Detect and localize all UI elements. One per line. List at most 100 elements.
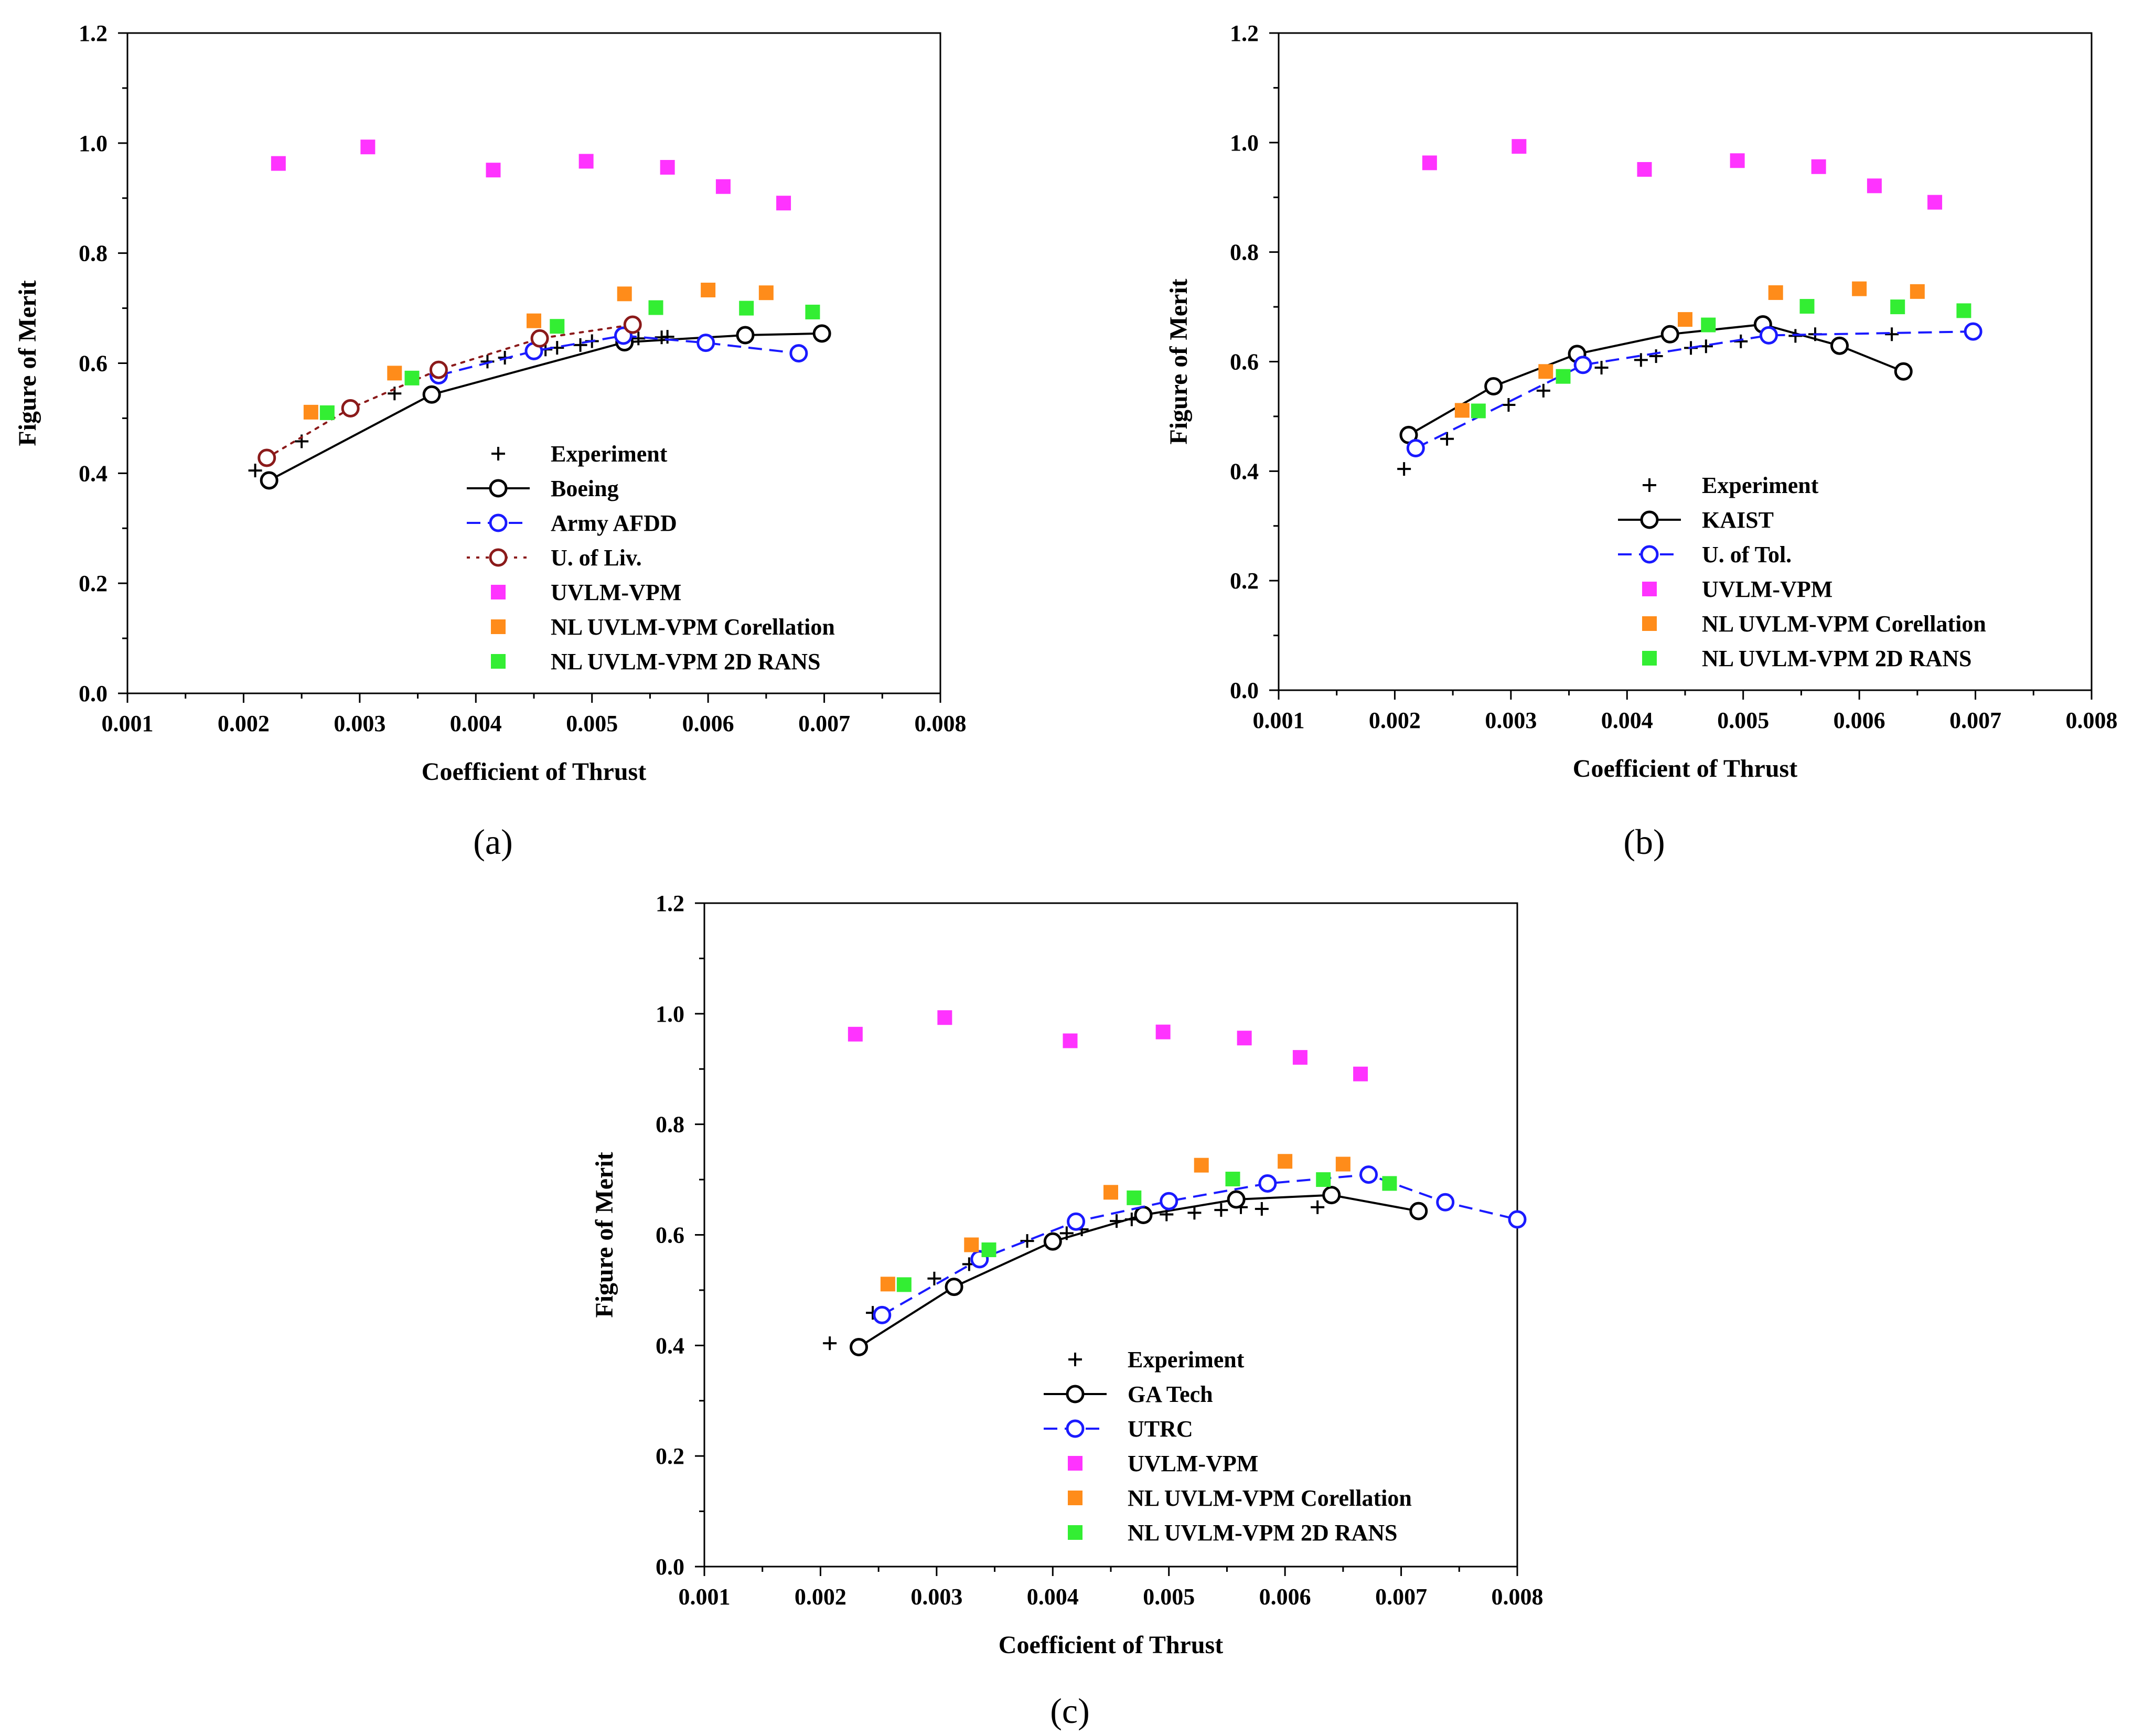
- panel-b-x-axis-title: Coefficient of Thrust: [1573, 755, 1797, 783]
- panel-a-experiment-point: [631, 331, 646, 346]
- panel-c-x-tick-label: 0.004: [1027, 1584, 1079, 1610]
- panel-a-legend-marker: [489, 513, 508, 532]
- panel-b-uvlm-vpm-point: [1730, 153, 1745, 168]
- panel-a-legend-item-uvlm-vpm: UVLM-VPM: [491, 580, 681, 605]
- panel-c-legend-label: UTRC: [1128, 1416, 1193, 1442]
- panel-b-legend-item-experiment: Experiment: [1643, 473, 1819, 498]
- panel-c-ga-tech-point: [1043, 1232, 1062, 1251]
- panel-b-legend-marker: [1642, 582, 1657, 596]
- panel-c-x-tick-label: 0.007: [1375, 1584, 1427, 1610]
- panel-a-experiment-point: [660, 330, 674, 344]
- panel-b-kaist-point: [1660, 325, 1679, 344]
- panel-a-u-of-liv-point: [341, 399, 360, 418]
- panel-a-army-afdd-point: [696, 334, 715, 352]
- panel-c-y-tick-label: 0.8: [656, 1112, 684, 1138]
- panel-a-legend: Experiment Boeing Army AFDD U. of Liv. UVLM-…: [467, 441, 835, 674]
- panel-b-nl-uvlm-vpm-corellation-point: [1454, 403, 1470, 418]
- panel-a-legend-item-nl-uvlm-vpm-2d-rans: NL UVLM-VPM 2D RANS: [491, 649, 821, 674]
- panel-a-nl-uvlm-vpm-corellation-point: [527, 313, 541, 328]
- panel-a-nl-uvlm-vpm-corellation-point: [617, 286, 632, 302]
- panel-b-experiment-point: [1502, 398, 1516, 412]
- panel-c-utrc-point: [1508, 1210, 1527, 1229]
- panel-a-x-tick-label: 0.003: [334, 711, 385, 736]
- panel-c-ga-tech-point: [945, 1278, 963, 1296]
- panel-b-experiment-point: [1397, 462, 1411, 476]
- panel-c-legend-marker: [1068, 1491, 1082, 1505]
- panel-a-legend-label: UVLM-VPM: [551, 580, 681, 605]
- panel-a-legend-marker: [491, 619, 506, 634]
- panel-a-boeing-point: [422, 385, 441, 404]
- panel-a-series-nl-uvlm-vpm-corellation: [303, 282, 774, 420]
- panel-a-u-of-liv-line: [265, 324, 634, 459]
- panel-b-y-tick-label: 0.6: [1230, 349, 1259, 375]
- panel-a-legend-label: Army AFDD: [551, 510, 677, 536]
- panel-b-experiment-point: [1440, 432, 1454, 446]
- panel-c-legend-label: NL UVLM-VPM Corellation: [1128, 1485, 1412, 1511]
- panel-a-legend-item-nl-uvlm-vpm-corellation: NL UVLM-VPM Corellation: [491, 614, 835, 640]
- panel-b-uvlm-vpm-point: [1927, 195, 1943, 210]
- panel-c-y-tick-label: 0.6: [656, 1223, 684, 1248]
- panel-c-x-tick-label: 0.002: [795, 1584, 846, 1610]
- panel-c-nl-uvlm-vpm-corellation-point: [964, 1237, 979, 1252]
- panel-b-experiment-point: [1885, 327, 1899, 341]
- panel-a-nl-uvlm-vpm-corellation-point: [387, 366, 402, 381]
- panel-c-nl-uvlm-vpm-corellation-point: [1278, 1154, 1293, 1169]
- panel-a-boeing-point: [812, 324, 831, 343]
- panel-c-uvlm-vpm-point: [1155, 1024, 1171, 1040]
- panel-b-label: (b): [1623, 822, 1665, 862]
- panel-b-experiment-point: [1594, 360, 1609, 374]
- panel-b-nl-uvlm-vpm-2d-rans-point: [1471, 403, 1486, 419]
- panel-a-nl-uvlm-vpm-2d-rans-point: [319, 405, 335, 420]
- panel-a-uvlm-vpm-point: [271, 156, 286, 171]
- panel-a-label: (a): [473, 822, 512, 862]
- panel-b-uvlm-vpm-point: [1867, 178, 1882, 194]
- panel-a-legend-label: NL UVLM-VPM Corellation: [551, 614, 835, 640]
- panel-c-nl-uvlm-vpm-2d-rans-point: [1225, 1172, 1240, 1187]
- panel-c-ga-tech-point: [1134, 1206, 1153, 1225]
- panel-a-boeing-point: [260, 471, 278, 490]
- panel-b-y-tick-label: 0.8: [1230, 240, 1259, 265]
- panel-b-y-tick-label: 0.2: [1230, 568, 1259, 594]
- panel-b-x-tick-label: 0.001: [1253, 708, 1305, 733]
- panel-a-nl-uvlm-vpm-2d-rans-point: [550, 319, 565, 334]
- panel-b-legend-marker: [1642, 616, 1657, 631]
- panel-b-legend-item-nl-uvlm-vpm-2d-rans: NL UVLM-VPM 2D RANS: [1642, 646, 1972, 671]
- panel-b-legend-label: Experiment: [1702, 473, 1819, 498]
- panel-b-legend-marker: [1643, 478, 1656, 492]
- panel-a-y-tick-label: 0.0: [79, 681, 108, 706]
- panel-c-x-tick-label: 0.008: [1492, 1584, 1544, 1610]
- panel-b-uvlm-vpm-point: [1512, 139, 1527, 154]
- panel-c-y-tick-label: 1.0: [656, 1001, 684, 1027]
- panel-b-y-axis-title: Figure of Merit: [1165, 278, 1193, 444]
- panel-c-uvlm-vpm-point: [937, 1010, 952, 1025]
- panel-c-series-ga-tech: [850, 1186, 1428, 1356]
- panel-b-nl-uvlm-vpm-2d-rans-point: [1956, 303, 1971, 318]
- panel-a-nl-uvlm-vpm-2d-rans-point: [648, 300, 663, 315]
- panel-b-nl-uvlm-vpm-corellation-point: [1768, 285, 1783, 300]
- panel-c-nl-uvlm-vpm-2d-rans-point: [1127, 1190, 1142, 1205]
- panel-a-legend-marker: [489, 548, 508, 567]
- panel-a-y-tick-label: 1.2: [79, 20, 108, 46]
- panel-c-nl-uvlm-vpm-corellation-point: [1335, 1156, 1350, 1172]
- panel-c-plot-frame: [703, 902, 1518, 1568]
- panel-b-nl-uvlm-vpm-2d-rans-point: [1799, 299, 1815, 314]
- panel-b-legend-label: U. of Tol.: [1702, 542, 1792, 567]
- panel-a-experiment-point: [573, 338, 587, 352]
- panel-c-y-tick-label: 1.2: [656, 891, 684, 916]
- panel-a-legend-item-boeing: Boeing: [467, 476, 619, 501]
- panel-a-x-tick-label: 0.001: [102, 711, 154, 736]
- panel-a-series-experiment: [248, 330, 674, 478]
- panel-c-legend-marker: [1068, 1525, 1082, 1540]
- panel-b-legend-item-kaist: KAIST: [1618, 507, 1774, 533]
- panel-c-nl-uvlm-vpm-2d-rans-point: [1382, 1176, 1397, 1191]
- panel-c-label: (c): [1050, 1691, 1089, 1731]
- panel-b-y-tick-label: 0.0: [1230, 678, 1259, 703]
- panel-a-x-tick-label: 0.006: [682, 711, 734, 736]
- panel-a-uvlm-vpm-point: [660, 159, 675, 175]
- panel-a-legend-label: U. of Liv.: [551, 545, 642, 571]
- chart-panel-b: 0.001 0.002 0.003 0.004 0.005 0.006 0.007 0.008…: [1165, 20, 2118, 862]
- panel-a-x-tick-label: 0.005: [566, 711, 618, 736]
- panel-a-uvlm-vpm-point: [486, 163, 501, 178]
- panel-c-experiment-point: [1020, 1234, 1034, 1248]
